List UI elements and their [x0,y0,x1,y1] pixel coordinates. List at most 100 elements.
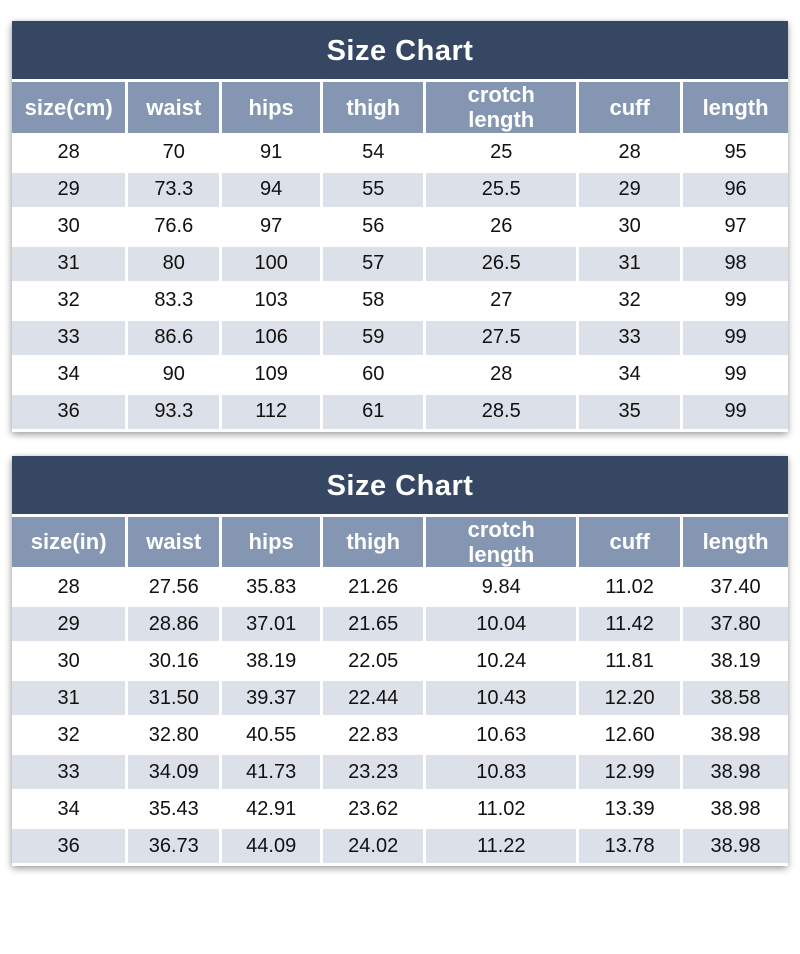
table-cell: 99 [680,282,788,321]
table-cell: 31.50 [125,679,221,719]
table-cell: 34.09 [125,753,221,793]
size-chart-card-cm: Size Chart size(cm) waist hips thigh crotch … [12,21,788,432]
table-cell: 38.98 [680,753,788,793]
table-cell: 61 [320,393,425,432]
size-table-in: size(in) waist hips thigh crotch length cuff l… [12,516,788,867]
table-cell: 33 [576,319,682,358]
table-cell: 38.19 [680,642,788,682]
table-row: 36 93.3 112 61 28.5 35 99 [12,393,788,432]
table-row: 34 90 109 60 28 34 99 [12,356,788,395]
table-cell: 27 [423,282,578,321]
column-header: length [680,82,788,136]
table-cell: 33 [12,319,127,358]
table-cell: 38.98 [680,827,788,867]
table-cell: 112 [219,393,322,432]
table-cell: 12.60 [576,716,682,756]
table-cell: 38.98 [680,716,788,756]
table-cell: 35 [576,393,682,432]
table-cell: 96 [680,171,788,210]
table-cell: 34 [12,790,127,830]
table-cell: 95 [680,134,788,173]
table-cell: 22.05 [320,642,425,682]
table-cell: 106 [219,319,322,358]
table-cell: 56 [320,208,425,247]
header-row: size(cm) waist hips thigh crotch length cuff l… [12,82,788,136]
table-title: Size Chart [12,21,788,82]
table-cell: 28 [576,134,682,173]
table-cell: 11.81 [576,642,682,682]
table-cell: 27.56 [125,568,221,608]
table-cell: 97 [680,208,788,247]
column-header: hips [219,516,322,571]
table-cell: 12.20 [576,679,682,719]
size-table-cm: size(cm) waist hips thigh crotch length cuff l… [12,82,788,432]
table-cell: 30 [12,642,127,682]
table-cell: 38.19 [219,642,322,682]
column-header: cuff [576,516,682,571]
table-cell: 32 [12,716,127,756]
table-cell: 29 [12,171,127,210]
table-cell: 42.91 [219,790,322,830]
table-cell: 28.86 [125,605,221,645]
column-header: waist [125,82,221,136]
table-row: 34 35.43 42.91 23.62 11.02 13.39 38.98 [12,790,788,830]
table-row: 29 73.3 94 55 25.5 29 96 [12,171,788,210]
table-row: 33 86.6 106 59 27.5 33 99 [12,319,788,358]
table-cell: 91 [219,134,322,173]
table-cell: 103 [219,282,322,321]
table-cell: 32 [12,282,127,321]
column-header: cuff [576,82,682,136]
table-cell: 26.5 [423,245,578,284]
table-cell: 34 [576,356,682,395]
table-cell: 12.99 [576,753,682,793]
table-cell: 83.3 [125,282,221,321]
table-cell: 94 [219,171,322,210]
table-cell: 11.22 [423,827,578,867]
table-cell: 30.16 [125,642,221,682]
table-row: 29 28.86 37.01 21.65 10.04 11.42 37.80 [12,605,788,645]
table-row: 30 30.16 38.19 22.05 10.24 11.81 38.19 [12,642,788,682]
table-cell: 11.42 [576,605,682,645]
table-cell: 26 [423,208,578,247]
table-cell: 23.23 [320,753,425,793]
table-cell: 32 [576,282,682,321]
table-row: 31 80 100 57 26.5 31 98 [12,245,788,284]
column-header: crotch length [423,82,578,136]
table-cell: 31 [12,245,127,284]
table-cell: 37.40 [680,568,788,608]
table-cell: 10.24 [423,642,578,682]
table-row: 31 31.50 39.37 22.44 10.43 12.20 38.58 [12,679,788,719]
table-cell: 41.73 [219,753,322,793]
table-row: 32 83.3 103 58 27 32 99 [12,282,788,321]
column-header: waist [125,516,221,571]
table-cell: 10.43 [423,679,578,719]
table-cell: 98 [680,245,788,284]
table-cell: 70 [125,134,221,173]
table-cell: 93.3 [125,393,221,432]
table-row: 33 34.09 41.73 23.23 10.83 12.99 38.98 [12,753,788,793]
table-row: 36 36.73 44.09 24.02 11.22 13.78 38.98 [12,827,788,867]
table-cell: 13.39 [576,790,682,830]
table-cell: 34 [12,356,127,395]
table-cell: 25.5 [423,171,578,210]
table-body: 28 27.56 35.83 21.26 9.84 11.02 37.40 29 28.86 37… [12,568,788,867]
table-cell: 36.73 [125,827,221,867]
table-cell: 28 [12,134,127,173]
table-title: Size Chart [12,455,788,517]
table-row: 28 27.56 35.83 21.26 9.84 11.02 37.40 [12,568,788,608]
column-header: crotch length [423,516,578,571]
column-header: length [680,516,788,571]
table-cell: 99 [680,356,788,395]
column-header: thigh [320,516,425,571]
table-row: 32 32.80 40.55 22.83 10.63 12.60 38.98 [12,716,788,756]
table-cell: 29 [12,605,127,645]
table-cell: 99 [680,393,788,432]
table-cell: 35.43 [125,790,221,830]
table-cell: 57 [320,245,425,284]
table-cell: 44.09 [219,827,322,867]
table-cell: 99 [680,319,788,358]
table-cell: 97 [219,208,322,247]
column-header: size(in) [12,516,127,571]
table-cell: 31 [12,679,127,719]
table-cell: 58 [320,282,425,321]
